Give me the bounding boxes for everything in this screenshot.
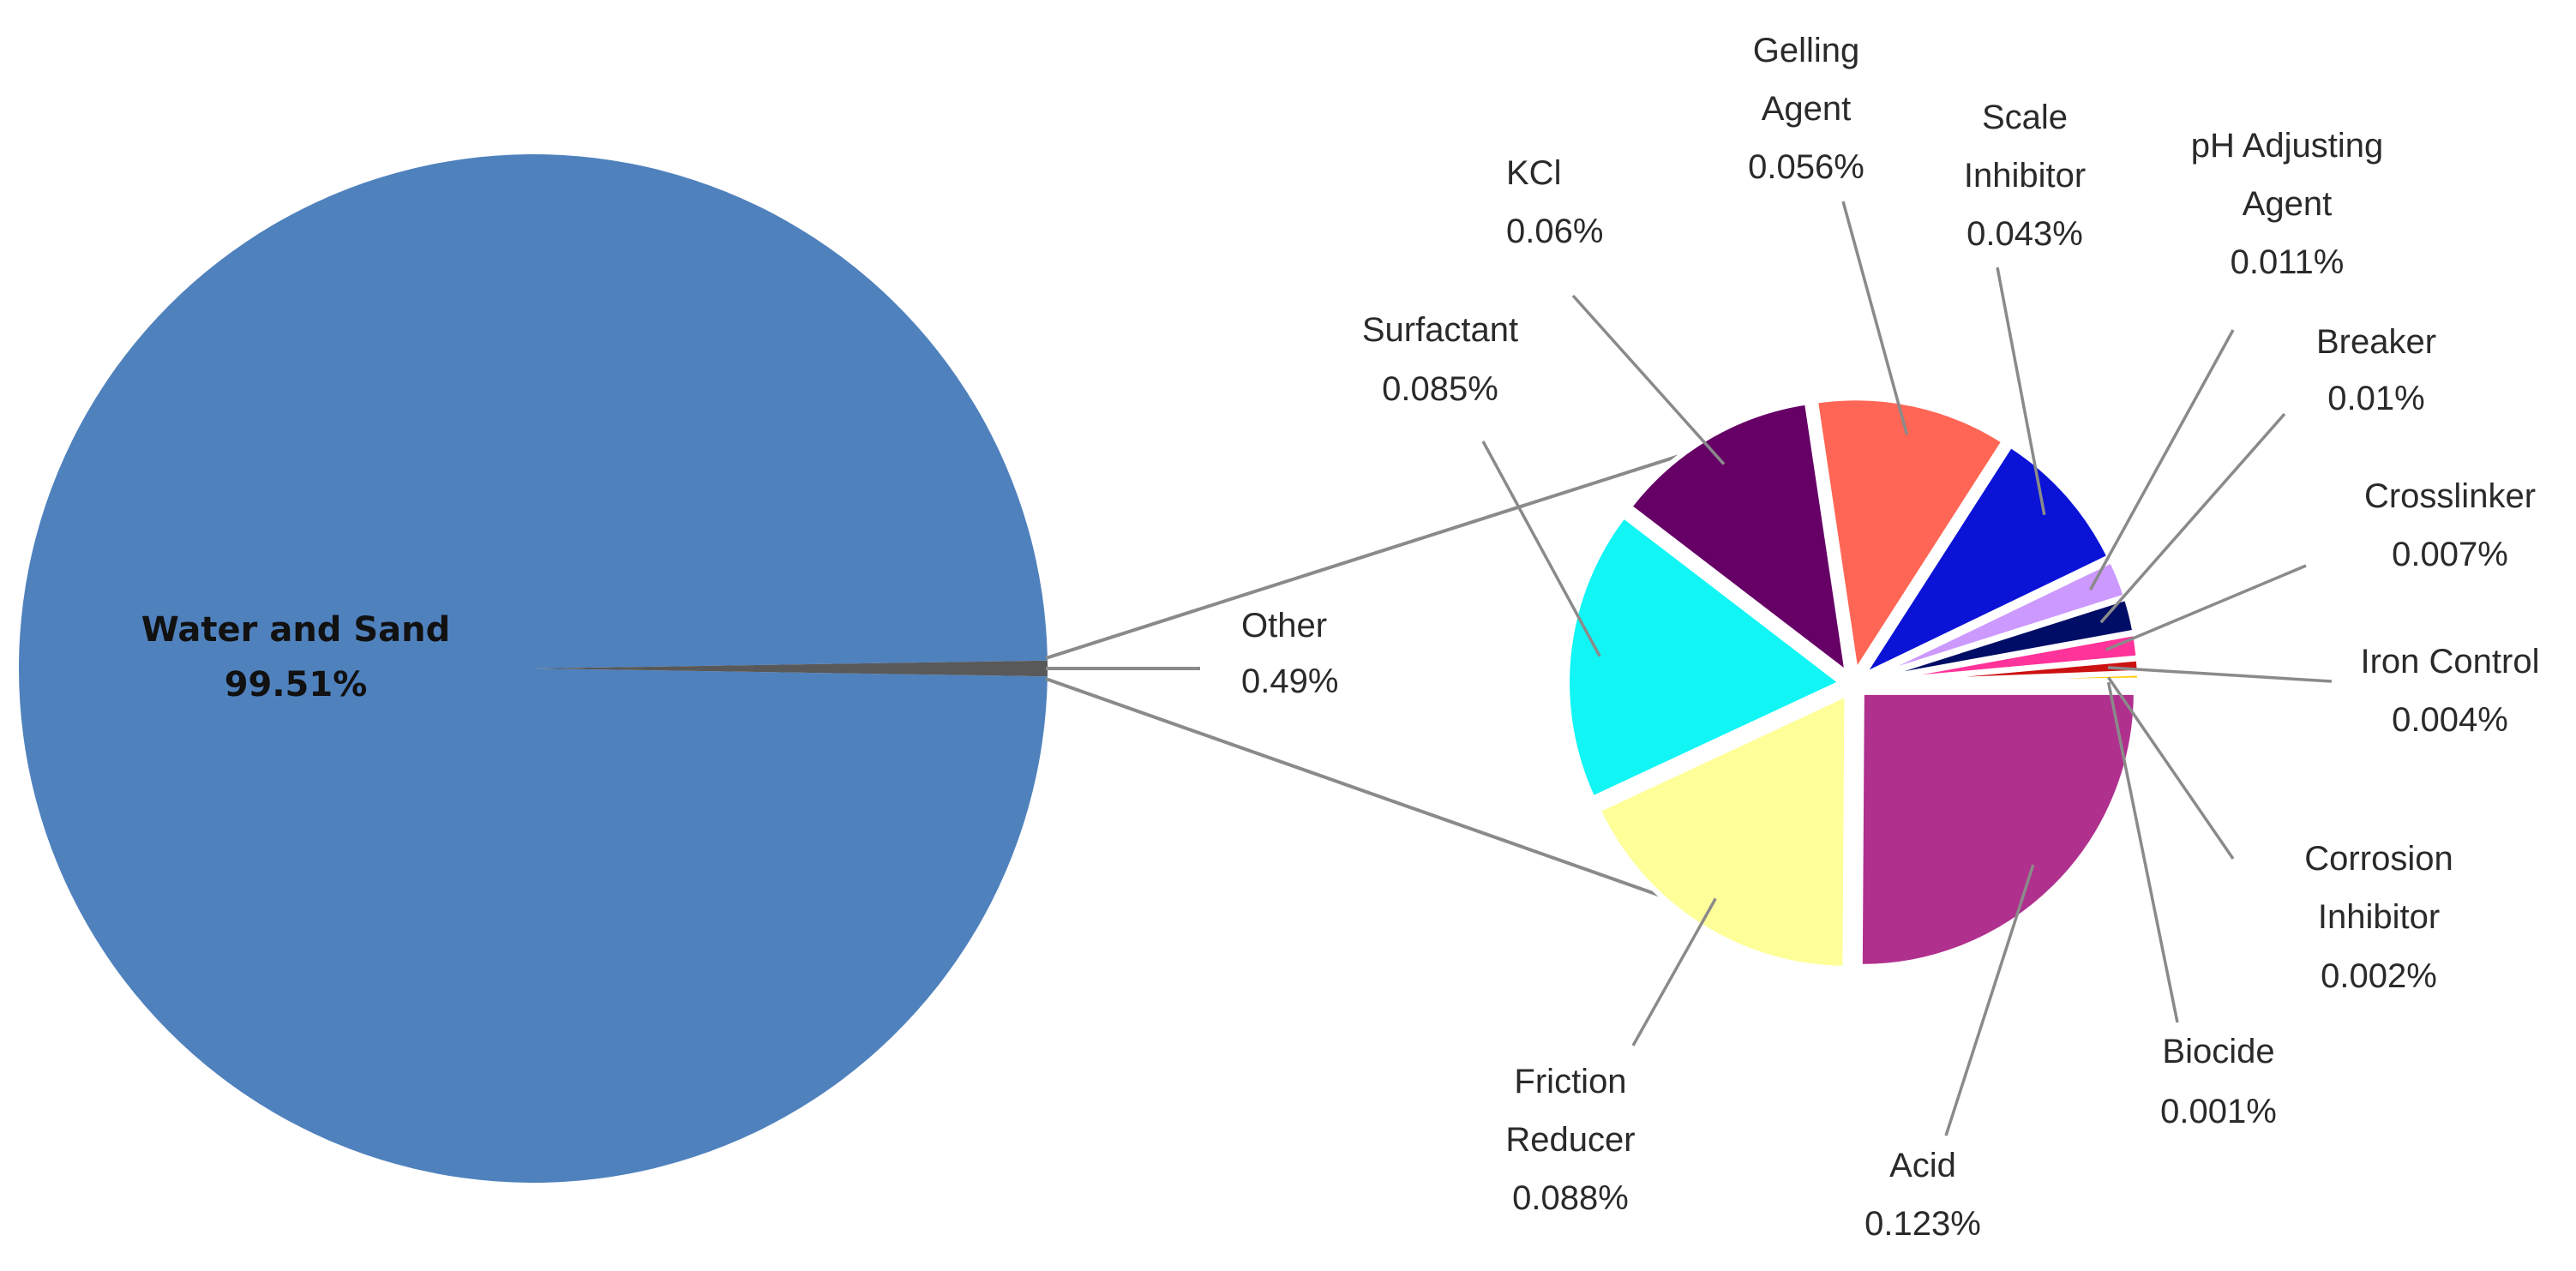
slice-value-gelling-agent: 0.056%: [1748, 148, 1864, 186]
slice-value-ph-adjusting-agent: 0.011%: [2231, 243, 2345, 281]
slice-acid: [1857, 689, 2139, 969]
slice-value-crosslinker: 0.007%: [2392, 536, 2508, 573]
leader-biocide: [2106, 681, 2179, 1023]
pie-connectors: [1045, 432, 1750, 912]
leader-acid: [1944, 864, 2035, 1136]
slice-label-corrosion-inhibitor-2: Inhibitor: [2318, 898, 2440, 936]
slice-value-iron-control: 0.004%: [2392, 701, 2508, 739]
slice-biocide: [1864, 677, 2143, 686]
slice-label-scale-inhibitor-1: Scale: [1982, 99, 2068, 136]
leader-gelling-agent: [1841, 201, 1909, 435]
main-pie: [19, 153, 1048, 1183]
slice-value-biocide: 0.001%: [2160, 1093, 2277, 1130]
slice-value-surfactant: 0.085%: [1382, 370, 1498, 408]
slice-label-ph-adjusting-agent-2: Agent: [2243, 185, 2333, 223]
leader-corrosion-inhibitor: [2107, 676, 2235, 860]
leader-ph-adjusting-agent: [2089, 329, 2235, 591]
leader-iron-control: [2107, 666, 2333, 683]
connector-bottom: [1045, 677, 1702, 912]
slice-label-ph-adjusting-agent-1: pH Adjusting: [2191, 127, 2384, 165]
slice-water-and-sand: [19, 153, 1048, 1183]
slice-label-crosslinker: Crosslinker: [2364, 477, 2536, 515]
slice-label-friction-reducer-1: Friction: [1514, 1063, 1626, 1100]
slice-label-other: Other: [1241, 607, 1327, 644]
slice-other: [533, 660, 1048, 677]
slice-kcl: [1625, 399, 1851, 680]
slice-value-breaker: 0.01%: [2327, 380, 2424, 417]
slice-gelling-agent: [1812, 395, 2008, 680]
slice-value-corrosion-inhibitor: 0.002%: [2321, 957, 2437, 995]
sub-pie: [1564, 395, 2143, 971]
slice-label-kcl: KCl: [1506, 154, 1561, 192]
slice-label-biocide: Biocide: [2162, 1033, 2274, 1070]
slice-value-water-and-sand: 99.51%: [225, 665, 368, 704]
slice-label-iron-control: Iron Control: [2361, 643, 2540, 680]
slice-label-acid: Acid: [1889, 1147, 1956, 1184]
leader-breaker: [2099, 412, 2286, 624]
leader-kcl: [1571, 294, 1726, 465]
slice-label-surfactant: Surfactant: [1362, 311, 1518, 349]
slice-label-gelling-agent-1: Gelling: [1753, 32, 1860, 69]
slice-label-corrosion-inhibitor-1: Corrosion: [2304, 840, 2453, 878]
slice-value-acid: 0.123%: [1864, 1205, 1981, 1243]
slice-label-gelling-agent-2: Agent: [1762, 90, 1852, 128]
slice-surfactant: [1564, 512, 1846, 802]
slice-label-water-and-sand: Water and Sand: [141, 610, 451, 650]
connector-top: [1045, 432, 1750, 660]
slice-scale-inhibitor: [1855, 441, 2113, 683]
leader-lines: [1481, 201, 2333, 1136]
leader-crosslinker: [2105, 564, 2307, 651]
slice-friction-reducer: [1594, 690, 1850, 971]
leader-scale-inhibitor: [1996, 267, 2046, 516]
leader-friction-reducer: [1631, 897, 1717, 1046]
slice-label-breaker: Breaker: [2316, 323, 2436, 361]
slice-label-friction-reducer-2: Reducer: [1505, 1121, 1635, 1159]
slice-value-other: 0.49%: [1241, 662, 1338, 700]
slice-value-friction-reducer: 0.088%: [1512, 1179, 1629, 1217]
slice-label-scale-inhibitor-2: Inhibitor: [1964, 157, 2086, 195]
slice-value-scale-inhibitor: 0.043%: [1967, 215, 2083, 253]
slice-value-kcl: 0.06%: [1506, 213, 1603, 250]
leader-surfactant: [1481, 441, 1601, 657]
